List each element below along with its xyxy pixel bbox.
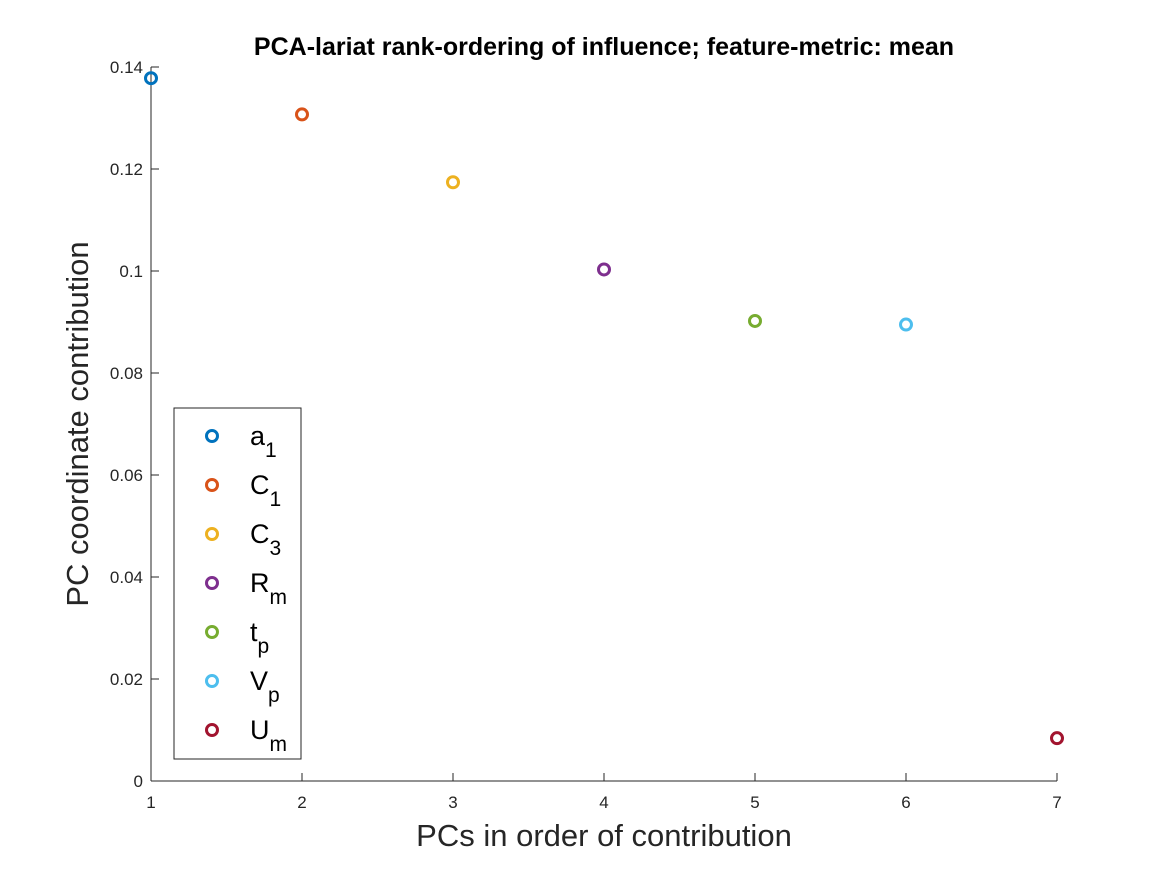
y-tick-label: 0.14 — [110, 58, 143, 77]
legend-marker — [205, 576, 219, 590]
y-tick-label: 0.08 — [110, 364, 143, 383]
legend-entry-label: C1 — [250, 470, 281, 511]
axes: 1 2 3 4 5 6 7 0 0.02 0.04 0.06 0.08 0.1 0.12 0.14 — [110, 58, 1062, 812]
legend-marker — [205, 674, 219, 688]
legend-entry-label: tp — [250, 617, 269, 658]
chart-title: PCA-lariat rank-ordering of influence; f… — [254, 33, 954, 61]
y-tick-label: 0.06 — [110, 466, 143, 485]
legend-entry-label: a1 — [250, 421, 277, 462]
legend-entry-label: Um — [250, 715, 287, 756]
x-tick-label: 5 — [750, 793, 759, 812]
x-tick-label: 4 — [599, 793, 608, 812]
y-tick-label: 0.12 — [110, 160, 143, 179]
data-point-v-p — [899, 317, 913, 332]
legend-marker — [205, 723, 219, 737]
x-tick-label: 6 — [901, 793, 910, 812]
y-tick-label: 0.1 — [119, 262, 143, 281]
data-point-u-m — [1050, 731, 1064, 746]
y-tick-label: 0.02 — [110, 670, 143, 689]
x-tick-label: 3 — [448, 793, 457, 812]
y-tick-label: 0 — [134, 772, 143, 791]
x-tick-label: 1 — [146, 793, 155, 812]
legend-box — [173, 407, 302, 760]
data-point-r-m — [597, 262, 611, 277]
data-point-c-3 — [446, 175, 460, 190]
legend-entry-label: Rm — [250, 568, 287, 609]
legend-marker — [205, 478, 219, 492]
x-ticks: 1 2 3 4 5 6 7 — [146, 773, 1062, 812]
x-tick-label: 2 — [297, 793, 306, 812]
legend: a1 C1 C3 Rm tp Vp Um — [173, 407, 302, 760]
legend-entry-label: Vp — [250, 666, 280, 707]
y-tick-label: 0.04 — [110, 568, 143, 587]
x-tick-label: 7 — [1052, 793, 1061, 812]
legend-marker — [205, 527, 219, 541]
x-axis-label: PCs in order of contribution — [416, 818, 792, 853]
data-point-t-p — [748, 313, 762, 328]
data-point-c-1 — [295, 107, 309, 122]
data-point-a-1 — [144, 71, 158, 86]
legend-marker — [205, 625, 219, 639]
legend-entry-label: C3 — [250, 519, 281, 560]
y-axis-label: PC coordinate contribution — [60, 241, 95, 606]
legend-marker — [205, 429, 219, 443]
data-points — [144, 71, 1064, 746]
y-ticks: 0 0.02 0.04 0.06 0.08 0.1 0.12 0.14 — [110, 58, 159, 791]
